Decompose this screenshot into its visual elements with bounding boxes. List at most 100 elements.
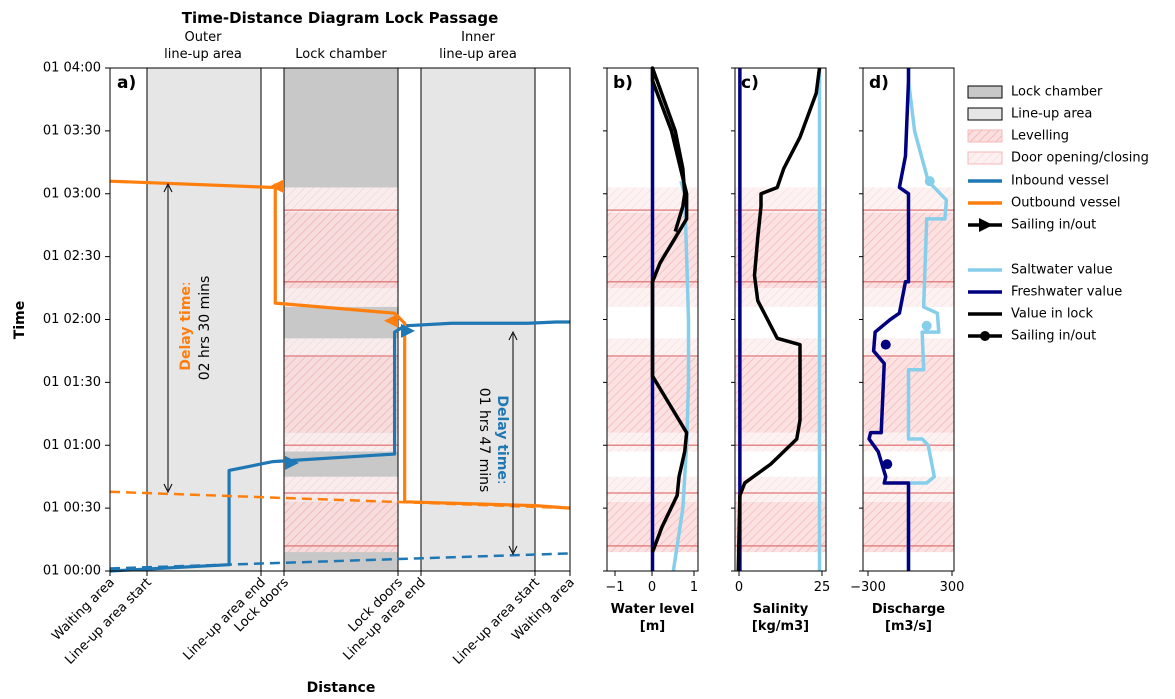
inner-lineup-area: [421, 68, 535, 571]
delay-arrowhead-outbound-bottom: [163, 483, 173, 494]
legend-swatch: [967, 151, 1003, 165]
region-boundaries: [146, 68, 536, 571]
legend-label: Door opening/closing: [1011, 151, 1149, 166]
legend-dot-icon: [980, 331, 990, 341]
legend-label: Lock chamber: [1011, 85, 1103, 100]
value-in-lock-line: [736, 67, 822, 572]
x-axis-label: [kg/m3]: [752, 619, 809, 634]
y-axis-ticks: 01 00:00 01 00:30 01 01:00 01 01:30 01 02:00…: [43, 61, 110, 579]
legend-label: Freshwater value: [1011, 285, 1122, 300]
delay-arrowhead-outbound-top: [163, 182, 173, 193]
hatch-band: [284, 357, 398, 433]
region-header-outer-line2: line-up area: [164, 47, 242, 62]
region-header-outer-line1: Outer: [185, 30, 223, 45]
x-tick-label: 0: [648, 580, 656, 595]
delay-annotation-inbound: Delay time: 01 hrs 47 mins: [476, 330, 518, 556]
panel-a: a): [109, 67, 571, 573]
y-tick-label: 01 00:30: [43, 501, 101, 516]
svg-text:Delay time:: Delay time:: [178, 281, 194, 370]
y-tick-label: 01 03:30: [43, 123, 101, 138]
legend-label: Sailing in/out: [1011, 329, 1096, 344]
x-tick-label: 25: [814, 580, 831, 595]
delay-outbound-colon: :: [178, 281, 194, 286]
panel-label: d): [869, 73, 889, 93]
hatch-band: [735, 187, 826, 213]
region-header-inner-line2: line-up area: [439, 47, 517, 62]
y-tick-label: 01 01:00: [43, 438, 101, 453]
x-tick-label: Waiting area: [509, 575, 578, 644]
legend-swatch: [967, 85, 1003, 99]
x-tick-label: 1: [690, 580, 698, 595]
panel-c-salinity: c) 0 25 Salinity [kg/m3]: [731, 67, 831, 634]
region-header-inner: Inner line-up area: [439, 30, 517, 62]
outbound-sailing-in-arrow: [384, 313, 398, 328]
hatch-band: [863, 432, 954, 452]
region-header-inner-line1: Inner: [461, 30, 495, 45]
legend-swatch: [967, 107, 1003, 121]
x-tick-label: 300: [940, 580, 965, 595]
inbound-sailing-out-arrow: [401, 323, 415, 338]
x-tick-label: 0: [735, 580, 743, 595]
legend-label: Outbound vessel: [1011, 196, 1120, 211]
hatch-band: [284, 432, 398, 452]
inbound-vessel-track: [109, 320, 570, 573]
outbound-sailing-out-arrow: [270, 179, 284, 194]
hatch-band: [735, 357, 826, 433]
delay-outbound-value: 02 hrs 30 mins: [197, 276, 213, 381]
panel-b-water-level: b) −1 0 1 Water level [m]: [603, 66, 699, 634]
legend-label: Levelling: [1011, 129, 1069, 144]
x-tick-label: Waiting area: [49, 575, 118, 644]
hatch-band: [284, 501, 398, 553]
sailing-marker: [880, 339, 891, 350]
x-axis-label: Discharge: [872, 602, 945, 617]
freshwater-value-line: [867, 68, 911, 571]
panel-label: b): [613, 73, 633, 93]
delay-annotation-outbound: Delay time: 02 hrs 30 mins: [163, 182, 213, 494]
outbound-reference-dashed: [109, 490, 571, 510]
legend-swatch: [967, 129, 1003, 143]
hatch-band: [735, 288, 826, 307]
sailing-marker: [924, 176, 935, 187]
legend-label: Saltwater value: [1011, 263, 1113, 278]
hatch-band: [735, 501, 826, 553]
x-axis-label: [m3/s]: [885, 619, 932, 634]
y-tick-label: 01 00:00: [43, 564, 101, 579]
hatch-band: [735, 212, 826, 289]
hatch-band: [284, 338, 398, 358]
legend: Lock chamber Line-up area Levelling Door op…: [967, 85, 1149, 344]
sailing-marker: [921, 320, 932, 331]
region-header-lock: Lock chamber: [295, 47, 387, 62]
delay-arrowhead-inbound-bottom: [508, 545, 518, 556]
legend-label: Sailing in/out: [1011, 218, 1096, 233]
hatch-band: [735, 338, 826, 358]
region-header-outer: Outer line-up area: [164, 30, 242, 62]
y-tick-label: 01 04:00: [43, 61, 101, 76]
delay-inbound-label: Delay time: [494, 395, 510, 480]
hatch-band: [284, 288, 398, 307]
x-axis-label: Salinity: [753, 602, 809, 617]
legend-arrow-icon: [979, 218, 993, 232]
hatch-band: [863, 288, 954, 307]
hatch-band: [735, 432, 826, 452]
y-tick-label: 01 02:00: [43, 312, 101, 327]
vessel-tracks: [109, 179, 571, 573]
chart-title: Time-Distance Diagram Lock Passage: [182, 9, 499, 27]
panel-d-discharge: d) −300 300 Discharge [m3/s]: [850, 67, 965, 634]
hatch-band: [284, 212, 398, 289]
y-tick-label: 01 03:00: [43, 186, 101, 201]
delay-arrowhead-inbound-top: [508, 330, 518, 341]
y-tick-label: 01 02:30: [43, 249, 101, 264]
delay-inbound-colon: :: [494, 480, 510, 485]
x-tick-label: −1: [605, 580, 624, 595]
x-axis-label: Distance: [307, 680, 376, 695]
delay-inbound-value: 01 hrs 47 mins: [476, 388, 492, 493]
hatch-band: [284, 187, 398, 213]
hatch-band: [284, 476, 398, 502]
value-in-lock-line: [650, 66, 689, 553]
y-axis-label: Time: [12, 301, 28, 339]
x-axis-label: [m]: [640, 619, 665, 634]
x-axis-label: Water level: [611, 602, 695, 617]
legend-label: Value in lock: [1011, 307, 1094, 322]
